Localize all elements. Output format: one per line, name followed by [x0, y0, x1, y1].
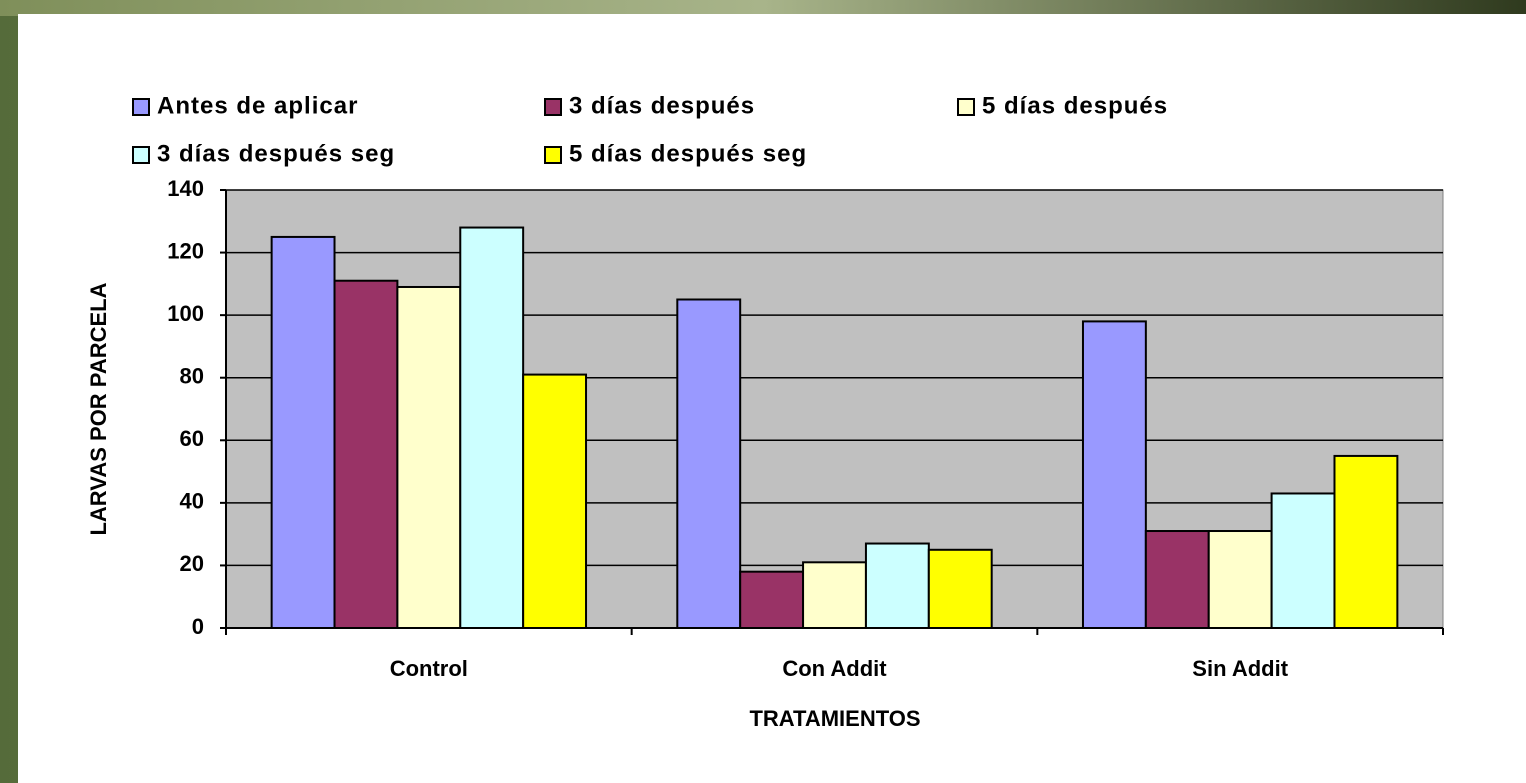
bar [1270, 492, 1336, 629]
frame-top [0, 0, 1526, 16]
x-axis-title: TRATAMIENTOS [749, 706, 920, 731]
y-tick-label: 100 [167, 301, 204, 326]
bar [1207, 530, 1273, 629]
legend-swatch [132, 146, 150, 164]
legend-label: 5 días después [982, 92, 1168, 119]
y-tick-label: 120 [167, 238, 204, 263]
legend-swatch [132, 98, 150, 116]
bar [802, 561, 867, 629]
bar [676, 298, 742, 629]
y-axis-title: LARVAS POR PARCELA [86, 282, 111, 535]
legend-label: Antes de aplicar [157, 92, 358, 119]
bar [270, 235, 336, 630]
legend-swatch [544, 146, 562, 164]
bar [927, 548, 993, 629]
y-tick-label: 20 [180, 551, 204, 576]
bar [1081, 320, 1147, 629]
bar [333, 279, 399, 629]
bar [1144, 530, 1210, 629]
y-tick-label: 140 [167, 176, 204, 201]
bar [459, 226, 525, 630]
bar [522, 373, 588, 630]
y-tick-label: 60 [180, 426, 204, 451]
y-tick-label: 80 [180, 364, 204, 389]
bar [739, 570, 805, 630]
y-tick-label: 40 [180, 489, 204, 514]
x-tick-label: Control [390, 656, 468, 681]
legend-swatch [957, 98, 975, 116]
bar [864, 542, 930, 629]
legend-label: 3 días después seg [157, 140, 395, 167]
y-tick-label: 0 [192, 614, 204, 639]
bar [1333, 454, 1399, 629]
legend-label: 3 días después [569, 92, 755, 119]
bar [396, 285, 462, 629]
legend-label: 5 días después seg [569, 140, 807, 167]
x-tick-label: Con Addit [782, 656, 887, 681]
legend-swatch [544, 98, 562, 116]
x-tick-label: Sin Addit [1192, 656, 1288, 681]
